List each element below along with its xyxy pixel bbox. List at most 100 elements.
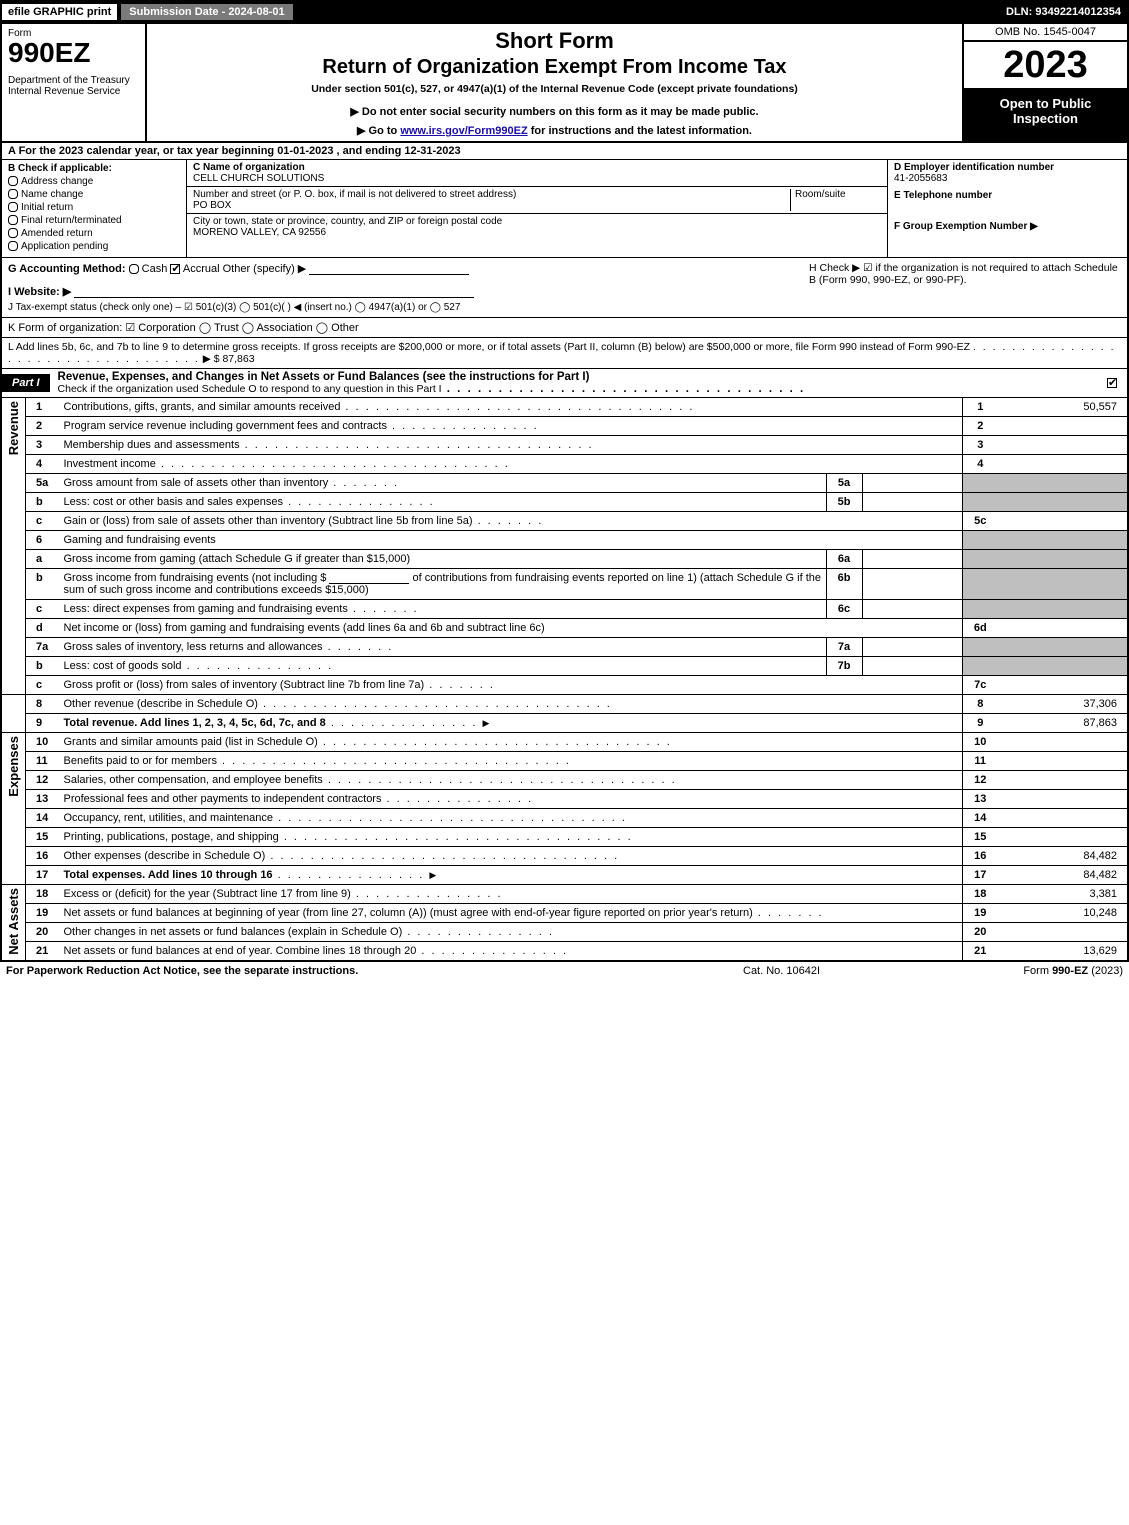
street-value: PO BOX — [193, 200, 231, 211]
submission-date-label: Submission Date - 2024-08-01 — [119, 2, 294, 22]
part-i-title: Revenue, Expenses, and Changes in Net As… — [50, 369, 1097, 397]
val-5c — [998, 512, 1128, 531]
goto-pre: ▶ Go to — [357, 125, 400, 137]
val-6c — [862, 600, 962, 619]
open-to-public: Open to Public Inspection — [964, 90, 1127, 141]
part-i-table: Revenue 1Contributions, gifts, grants, a… — [0, 398, 1129, 961]
section-bcdef: B Check if applicable: Address change Na… — [0, 160, 1129, 258]
paperwork-notice: For Paperwork Reduction Act Notice, see … — [6, 965, 743, 977]
val-8: 37,306 — [998, 695, 1128, 714]
chk-address-change[interactable]: Address change — [8, 176, 180, 187]
val-21: 13,629 — [998, 942, 1128, 961]
chk-accrual[interactable] — [170, 264, 180, 274]
header-mid: Short Form Return of Organization Exempt… — [147, 24, 962, 141]
val-7a — [862, 638, 962, 657]
val-16: 84,482 — [998, 847, 1128, 866]
col-c-org-info: C Name of organization CELL CHURCH SOLUT… — [187, 160, 887, 257]
do-not-enter-text: ▶ Do not enter social security numbers o… — [155, 105, 954, 118]
l-amount: ▶ $ 87,863 — [203, 353, 255, 365]
val-5b — [862, 493, 962, 512]
val-18: 3,381 — [998, 885, 1128, 904]
row-a-tax-year: A For the 2023 calendar year, or tax yea… — [0, 143, 1129, 160]
val-19: 10,248 — [998, 904, 1128, 923]
chk-application-pending[interactable]: Application pending — [8, 241, 180, 252]
other-specify-line[interactable] — [309, 263, 469, 275]
cat-no: Cat. No. 10642I — [743, 965, 943, 977]
room-label: Room/suite — [795, 189, 846, 200]
d-ein-value: 41-2055683 — [894, 173, 1121, 184]
e-phone-value — [894, 201, 1121, 215]
top-bar: efile GRAPHIC print Submission Date - 20… — [0, 0, 1129, 24]
arrow-icon — [427, 869, 438, 881]
return-title: Return of Organization Exempt From Incom… — [155, 56, 954, 79]
e-phone-label: E Telephone number — [894, 190, 1121, 201]
chk-name-change[interactable]: Name change — [8, 189, 180, 200]
chk-amended-return[interactable]: Amended return — [8, 228, 180, 239]
val-6b — [862, 569, 962, 600]
netassets-side-label: Net Assets — [6, 888, 21, 955]
i-website: I Website: ▶ — [8, 285, 801, 298]
val-5a — [862, 474, 962, 493]
chk-cash[interactable] — [129, 264, 139, 274]
header-left: Form 990EZ Department of the Treasury In… — [2, 24, 147, 141]
val-14 — [998, 809, 1128, 828]
arrow-icon — [481, 717, 492, 729]
val-20 — [998, 923, 1128, 942]
val-7b — [862, 657, 962, 676]
val-17: 84,482 — [998, 866, 1128, 885]
part-i-header: Part I Revenue, Expenses, and Changes in… — [0, 369, 1129, 398]
tax-year: 2023 — [964, 42, 1127, 90]
website-line[interactable] — [74, 286, 474, 298]
part-i-pill: Part I — [2, 374, 50, 392]
val-6a — [862, 550, 962, 569]
h-schedule-b: H Check ▶ ☑ if the organization is not r… — [801, 262, 1121, 313]
col-b-checkboxes: B Check if applicable: Address change Na… — [2, 160, 187, 257]
l-gross-receipts: L Add lines 5b, 6c, and 7b to line 9 to … — [0, 338, 1129, 369]
revenue-side-label: Revenue — [6, 401, 21, 455]
short-form-title: Short Form — [155, 28, 954, 54]
val-3 — [998, 436, 1128, 455]
val-10 — [998, 733, 1128, 752]
chk-schedule-o[interactable] — [1107, 378, 1117, 388]
val-2 — [998, 417, 1128, 436]
goto-post: for instructions and the latest informat… — [528, 125, 752, 137]
irs-link[interactable]: www.irs.gov/Form990EZ — [400, 125, 527, 137]
form-footer: Form 990-EZ (2023) — [943, 965, 1123, 977]
page-footer: For Paperwork Reduction Act Notice, see … — [0, 961, 1129, 980]
c-name-label: C Name of organization — [193, 162, 305, 173]
val-4 — [998, 455, 1128, 474]
val-7c — [998, 676, 1128, 695]
goto-text: ▶ Go to www.irs.gov/Form990EZ for instru… — [155, 124, 954, 137]
street-label: Number and street (or P. O. box, if mail… — [193, 189, 516, 200]
omb-number: OMB No. 1545-0047 — [964, 24, 1127, 42]
department-label: Department of the Treasury Internal Reve… — [8, 75, 139, 97]
f-group-label: F Group Exemption Number ▶ — [894, 221, 1121, 232]
val-15 — [998, 828, 1128, 847]
chk-initial-return[interactable]: Initial return — [8, 202, 180, 213]
city-label: City or town, state or province, country… — [193, 216, 502, 227]
val-11 — [998, 752, 1128, 771]
col-def: D Employer identification number 41-2055… — [887, 160, 1127, 257]
val-12 — [998, 771, 1128, 790]
d-ein-label: D Employer identification number — [894, 162, 1121, 173]
dln-label: DLN: 93492214012354 — [998, 4, 1129, 20]
under-section-text: Under section 501(c), 527, or 4947(a)(1)… — [155, 83, 954, 95]
val-1: 50,557 — [998, 398, 1128, 417]
org-name: CELL CHURCH SOLUTIONS — [193, 173, 324, 184]
val-9: 87,863 — [998, 714, 1128, 733]
chk-final-return[interactable]: Final return/terminated — [8, 215, 180, 226]
val-13 — [998, 790, 1128, 809]
header-right: OMB No. 1545-0047 2023 Open to Public In… — [962, 24, 1127, 141]
b-label: B Check if applicable: — [8, 163, 180, 174]
city-value: MORENO VALLEY, CA 92556 — [193, 227, 326, 238]
form-number: 990EZ — [8, 39, 139, 67]
form-header: Form 990EZ Department of the Treasury In… — [0, 24, 1129, 143]
row-gih: G Accounting Method: Cash Accrual Other … — [0, 258, 1129, 318]
k-form-of-org: K Form of organization: ☑ Corporation ◯ … — [0, 318, 1129, 338]
expenses-side-label: Expenses — [6, 736, 21, 797]
j-tax-exempt: J Tax-exempt status (check only one) – ☑… — [8, 302, 801, 313]
g-accounting: G Accounting Method: Cash Accrual Other … — [8, 262, 801, 275]
6b-amount-line[interactable] — [329, 572, 409, 584]
val-6d — [998, 619, 1128, 638]
efile-print-label[interactable]: efile GRAPHIC print — [0, 2, 119, 22]
